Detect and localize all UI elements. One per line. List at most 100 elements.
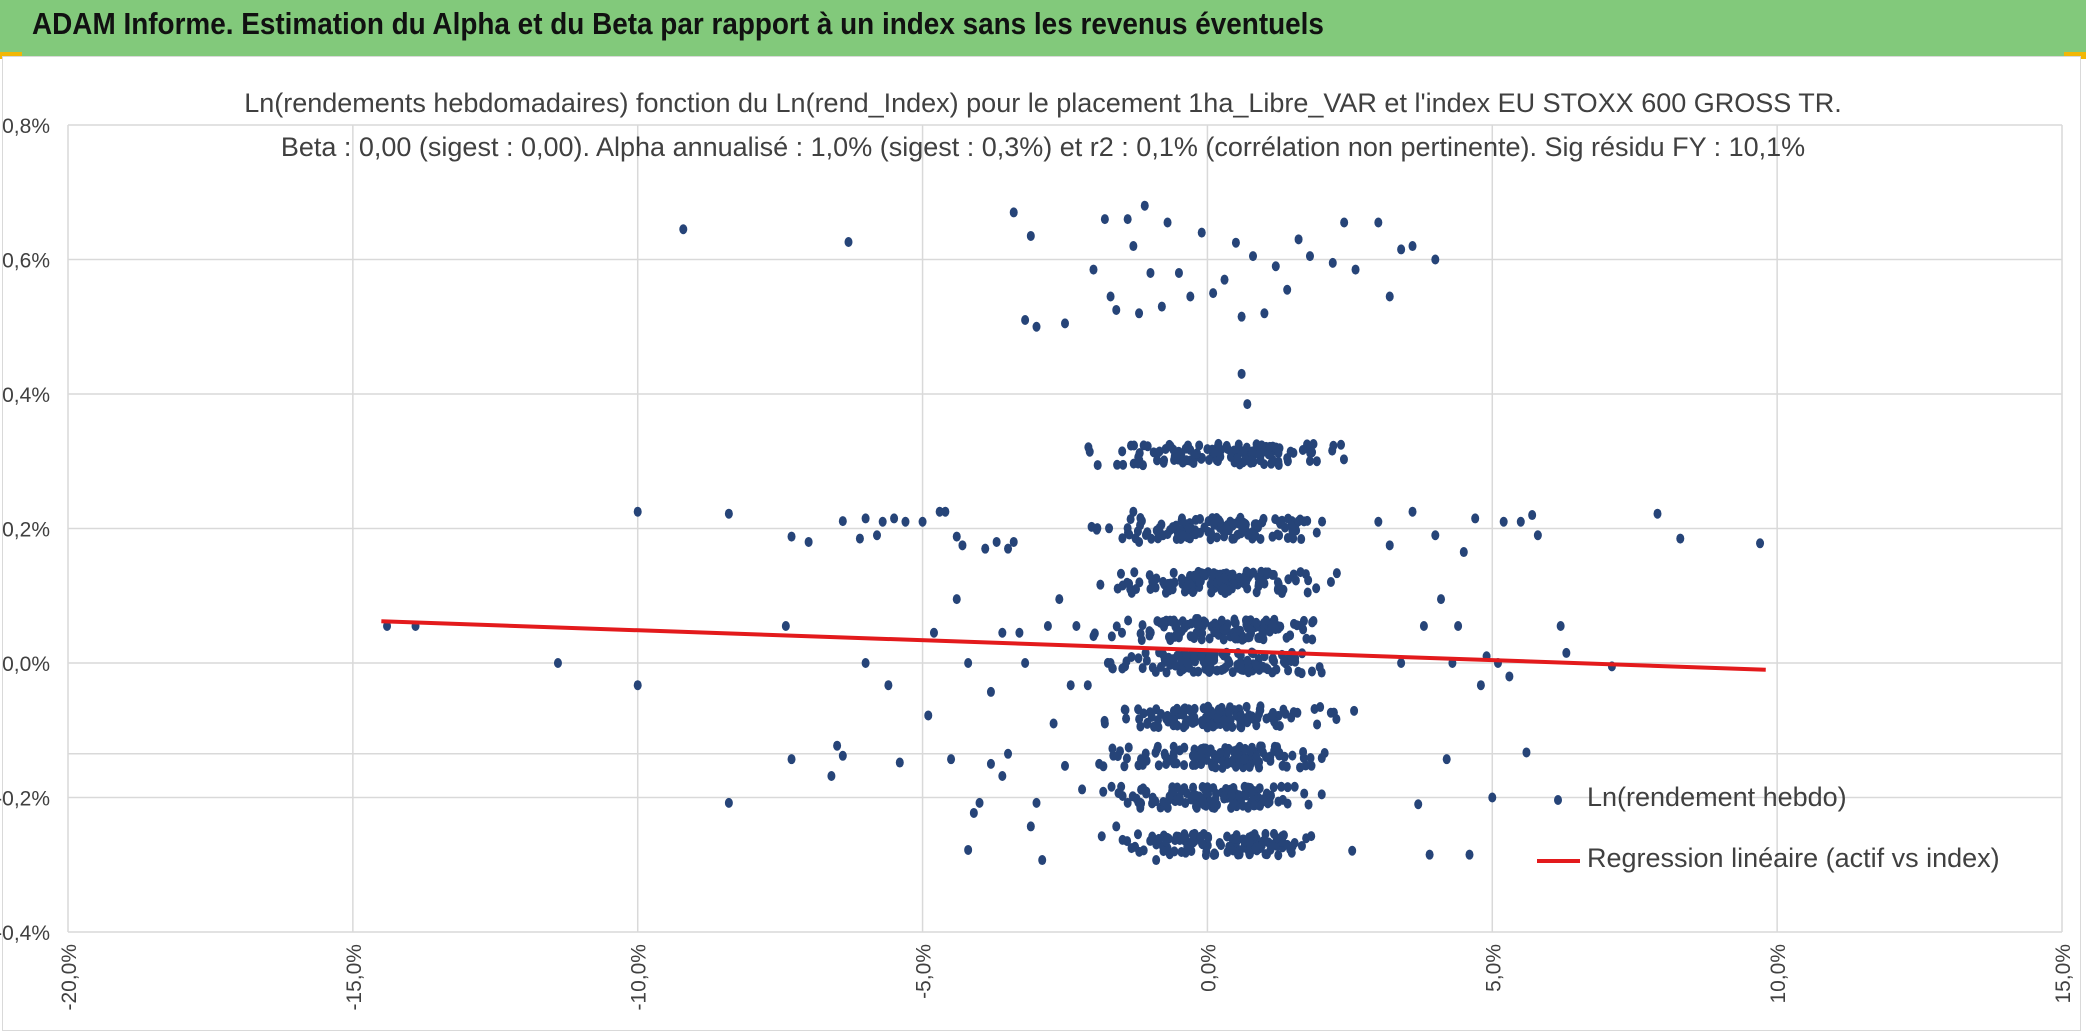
data-point-1309: [1133, 829, 1142, 840]
data-point-1285: [1188, 829, 1197, 840]
data-point-228: [1267, 458, 1276, 469]
data-point-125: [1465, 849, 1474, 860]
data-point-102: [1328, 257, 1337, 268]
data-point-271: [1178, 457, 1187, 468]
data-point-194: [1239, 447, 1248, 458]
data-point-8: [781, 621, 790, 632]
data-point-305: [1212, 532, 1221, 543]
data-point-772: [1244, 667, 1253, 678]
data-point-913: [1219, 715, 1228, 726]
data-point-41: [986, 686, 995, 697]
legend-marker-points: [1554, 795, 1562, 805]
data-point-76: [1032, 321, 1041, 332]
data-point-384: [1220, 531, 1229, 542]
data-point-906: [1164, 712, 1173, 723]
data-point-26: [918, 516, 927, 527]
data-point-951: [1122, 753, 1131, 764]
data-point-80: [1106, 291, 1115, 302]
data-point-660: [1222, 622, 1231, 633]
data-point-51: [1032, 797, 1041, 808]
data-point-392: [1251, 519, 1260, 530]
data-point-1114: [1118, 790, 1127, 801]
data-point-94: [1231, 237, 1240, 248]
data-point-100: [1294, 234, 1303, 245]
data-point-1256: [1139, 845, 1148, 856]
data-point-38: [975, 797, 984, 808]
data-point-1306: [1209, 850, 1218, 861]
data-point-1033: [1153, 744, 1162, 755]
data-point-244: [1308, 447, 1317, 458]
data-point-267: [1274, 448, 1283, 459]
data-point-806: [1350, 705, 1359, 716]
data-point-648: [1112, 621, 1121, 632]
data-point-417: [1116, 568, 1125, 579]
data-point-1305: [1257, 840, 1266, 851]
data-point-91: [1197, 227, 1206, 238]
data-point-1178: [1250, 800, 1259, 811]
data-point-111: [1243, 399, 1252, 410]
data-point-784: [1189, 653, 1198, 664]
data-point-595: [1090, 628, 1099, 639]
corner-accent-left: [0, 52, 22, 59]
data-point-824: [1100, 715, 1109, 726]
data-point-1157: [1117, 781, 1126, 792]
data-point-710: [1142, 655, 1151, 666]
data-point-515: [1132, 584, 1141, 595]
regression-layer: [381, 619, 1766, 672]
data-point-327: [1275, 530, 1284, 541]
data-point-464: [1228, 569, 1237, 580]
data-point-1035: [1161, 750, 1170, 761]
data-point-652: [1145, 626, 1154, 637]
data-point-1004: [1241, 743, 1250, 754]
data-point-1175: [1259, 794, 1268, 805]
data-point-910: [1146, 707, 1155, 718]
data-point-104: [1351, 264, 1360, 275]
data-point-1168: [1211, 794, 1220, 805]
data-point-607: [1219, 634, 1228, 645]
data-point-1149: [1283, 798, 1292, 809]
data-point-187: [1283, 456, 1292, 467]
data-point-50: [1026, 821, 1035, 832]
y-tick-label-1: -0,2%: [0, 788, 50, 811]
data-point-3: [633, 506, 642, 517]
corner-accent-right: [2064, 52, 2086, 59]
data-point-20: [872, 530, 881, 541]
data-point-892: [1152, 704, 1161, 715]
data-point-255: [1166, 441, 1175, 452]
data-point-235: [1312, 456, 1321, 467]
data-point-919: [1255, 704, 1264, 715]
data-point-402: [1212, 513, 1221, 524]
data-point-265: [1205, 455, 1214, 466]
data-point-1101: [1277, 781, 1286, 792]
data-point-108: [1408, 241, 1417, 252]
data-point-1052: [1247, 742, 1256, 753]
data-point-359: [1277, 515, 1286, 526]
data-point-1174: [1269, 782, 1278, 793]
data-point-529: [1257, 566, 1266, 577]
data-point-646: [1308, 617, 1317, 628]
data-point-268: [1213, 446, 1222, 457]
data-point-514: [1159, 576, 1168, 587]
data-point-408: [1326, 577, 1335, 588]
data-point-40: [986, 758, 995, 769]
data-point-14: [838, 516, 847, 527]
data-point-1012: [1124, 742, 1133, 753]
data-point-1297: [1201, 850, 1210, 861]
data-point-107: [1397, 244, 1406, 255]
data-point-1005: [1261, 751, 1270, 762]
data-point-397: [1178, 530, 1187, 541]
data-point-1050: [1197, 752, 1206, 763]
data-point-1289: [1302, 833, 1311, 844]
data-point-135: [1528, 510, 1537, 521]
data-point-193: [1328, 445, 1337, 456]
data-point-261: [1113, 459, 1122, 470]
data-point-1299: [1233, 849, 1242, 860]
data-point-785: [1151, 666, 1160, 677]
data-point-624: [1205, 633, 1214, 644]
data-point-789: [1268, 653, 1277, 664]
data-point-365: [1287, 520, 1296, 531]
grid: [67, 124, 2063, 933]
data-point-1023: [1296, 762, 1305, 773]
data-point-1308: [1183, 844, 1192, 855]
data-point-787: [1315, 662, 1324, 673]
